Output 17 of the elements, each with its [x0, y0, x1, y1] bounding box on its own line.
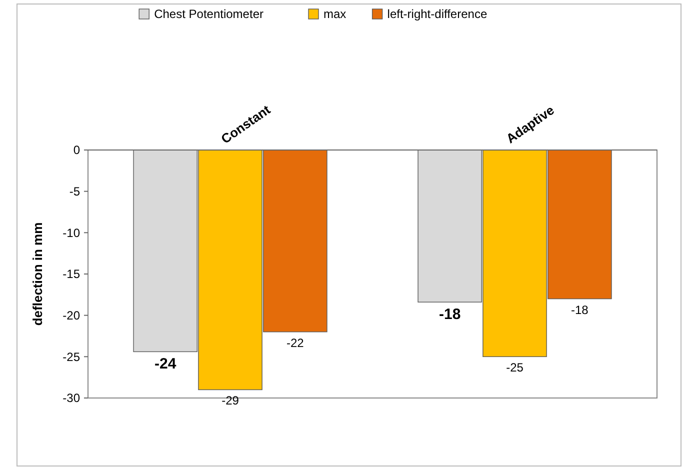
y-tick-label: -20: [62, 308, 80, 323]
data-label: -25: [506, 360, 524, 375]
y-tick-label: -30: [62, 391, 80, 406]
y-tick-label: -25: [62, 350, 80, 364]
y-tick-label: -10: [62, 226, 80, 240]
y-tick-label: -15: [62, 267, 80, 282]
data-label: -22: [286, 336, 304, 350]
y-axis-title: deflection in mm: [30, 222, 45, 326]
data-label: -24: [154, 356, 177, 373]
data-label: -29: [222, 394, 240, 408]
y-tick-label: 0: [73, 143, 80, 158]
legend-label: left-right-difference: [387, 7, 488, 22]
data-label: -18: [438, 306, 461, 324]
legend-label: Chest Potentiometer: [154, 7, 264, 22]
legend-label: max: [324, 7, 346, 22]
data-label: -18: [571, 302, 589, 317]
y-tick-label: -5: [69, 184, 80, 199]
